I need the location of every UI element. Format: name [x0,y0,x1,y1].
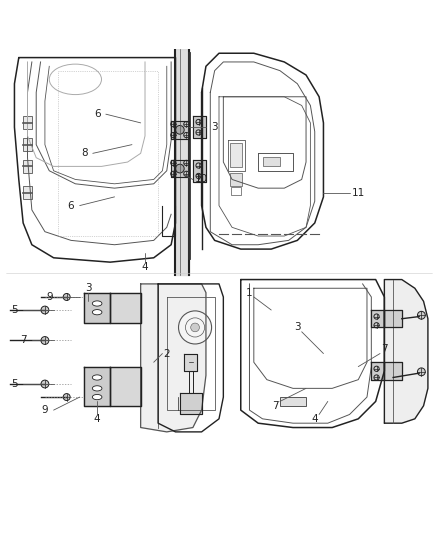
Text: 5: 5 [11,305,18,315]
Bar [262,157,280,166]
Circle shape [196,130,201,135]
Text: 3: 3 [212,122,218,132]
Text: 4: 4 [94,414,100,424]
Text: 9: 9 [42,405,48,415]
Circle shape [196,173,201,179]
Circle shape [171,171,176,176]
Circle shape [41,336,49,344]
Polygon shape [110,367,141,406]
Text: 5: 5 [11,379,18,389]
Bar [280,397,306,406]
Circle shape [41,380,49,388]
Polygon shape [385,279,428,423]
Polygon shape [171,160,188,177]
Circle shape [179,311,212,344]
Text: 7: 7 [272,401,279,411]
Text: 4: 4 [142,262,148,271]
Circle shape [171,122,176,127]
Polygon shape [84,293,110,323]
Polygon shape [385,310,402,327]
Circle shape [184,133,189,138]
Text: 3: 3 [294,322,300,333]
Ellipse shape [92,394,102,400]
Polygon shape [371,310,385,327]
Polygon shape [371,362,385,379]
Bar [23,186,32,199]
Circle shape [184,122,189,127]
Bar [23,138,32,151]
Ellipse shape [92,301,102,306]
Polygon shape [110,293,141,323]
Circle shape [417,311,425,319]
Bar [230,143,242,167]
Circle shape [417,368,425,376]
Polygon shape [193,160,206,182]
Circle shape [191,323,199,332]
Circle shape [196,163,201,168]
Polygon shape [180,393,201,415]
Text: 7: 7 [20,335,26,345]
Circle shape [171,160,176,166]
Bar [230,173,242,186]
Polygon shape [84,367,110,406]
Polygon shape [171,121,188,139]
Polygon shape [385,362,402,379]
Circle shape [374,375,379,380]
Circle shape [41,306,49,314]
Circle shape [176,125,184,134]
Circle shape [171,133,176,138]
Text: 11: 11 [352,188,365,198]
Polygon shape [184,353,197,371]
Bar [231,187,241,195]
Ellipse shape [92,375,102,380]
Text: 6: 6 [68,200,74,211]
Text: 9: 9 [46,292,53,302]
Polygon shape [176,49,188,275]
Text: 1: 1 [246,288,253,297]
Text: 7: 7 [381,344,388,354]
Text: 3: 3 [85,283,92,293]
Ellipse shape [92,386,102,391]
Polygon shape [193,116,206,138]
Circle shape [374,366,379,372]
Circle shape [374,314,379,319]
Text: 10: 10 [195,174,208,184]
Circle shape [196,119,201,125]
Text: 6: 6 [94,109,100,119]
Circle shape [63,393,70,400]
Text: 8: 8 [81,148,88,158]
Circle shape [184,160,189,166]
Text: 2: 2 [163,349,170,359]
Circle shape [374,322,379,328]
Bar [23,160,32,173]
Circle shape [184,171,189,176]
Circle shape [63,294,70,301]
Ellipse shape [92,310,102,315]
Bar [23,116,32,130]
Text: 4: 4 [311,414,318,424]
Circle shape [176,164,184,173]
Polygon shape [141,284,206,432]
